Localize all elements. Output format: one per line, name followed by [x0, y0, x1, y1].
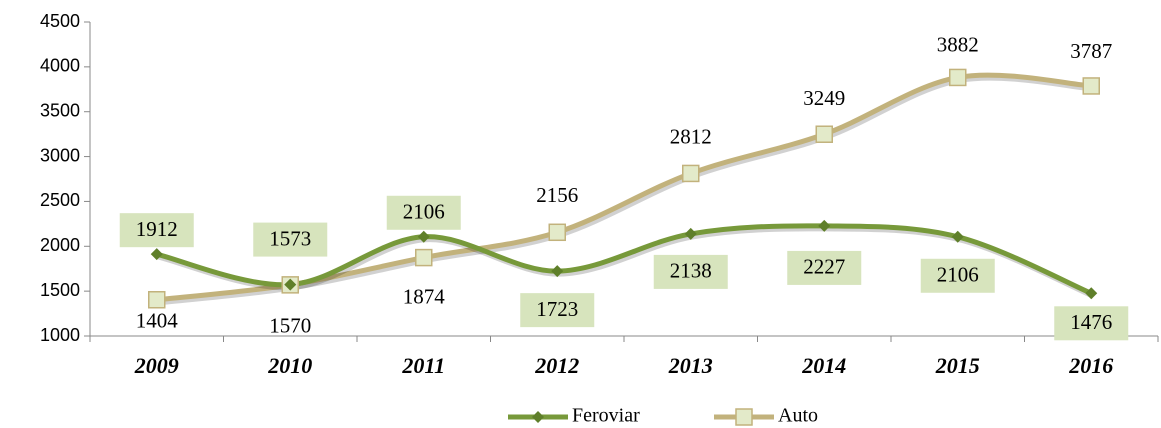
- x-tick-label: 2012: [534, 353, 579, 378]
- point-marker: [815, 125, 833, 143]
- legend-label: Auto: [778, 405, 818, 427]
- data-label: 1723: [536, 297, 578, 321]
- label-box: [520, 293, 595, 328]
- x-tick-label: 2010: [267, 353, 312, 378]
- point-marker: [548, 223, 566, 242]
- data-label: 3787: [1070, 39, 1112, 63]
- x-tick-label: 2011: [401, 353, 445, 378]
- label-box: [1054, 306, 1129, 341]
- data-label: 2106: [403, 200, 445, 224]
- data-label: 2227: [803, 255, 845, 279]
- data-label: 2812: [670, 124, 712, 148]
- point-marker: [1085, 287, 1098, 300]
- y-tick-label: 2500: [40, 190, 80, 210]
- point-marker: [951, 230, 964, 243]
- point-marker: [284, 278, 297, 291]
- data-label: 2156: [536, 183, 578, 207]
- legend-marker: [532, 411, 544, 423]
- series-line: [154, 223, 1094, 296]
- y-tick-label: 3000: [40, 145, 80, 165]
- data-label: 1912: [136, 217, 178, 241]
- y-tick-label: 3500: [40, 100, 80, 120]
- data-label: 3882: [937, 32, 979, 56]
- point-marker: [150, 248, 163, 261]
- series-shadow: [158, 226, 1095, 299]
- data-label: 3249: [803, 86, 845, 110]
- label-box: [653, 254, 728, 289]
- point-marker: [551, 265, 564, 278]
- x-tick-label: 2015: [935, 353, 980, 378]
- data-label: 1573: [269, 226, 311, 250]
- series-shadow: [158, 75, 1094, 306]
- x-tick-label: 2013: [668, 353, 713, 378]
- point-marker: [415, 248, 433, 267]
- legend-label: Feroviar: [572, 405, 640, 427]
- label-box: [920, 258, 995, 293]
- x-tick-label: 2016: [1068, 353, 1113, 378]
- point-marker: [682, 164, 700, 183]
- label-box: [119, 213, 194, 248]
- y-tick-label: 2000: [40, 235, 80, 255]
- data-label: 1570: [269, 314, 311, 338]
- data-label: 1476: [1070, 310, 1112, 334]
- point-marker: [148, 291, 166, 309]
- y-tick-label: 4500: [40, 11, 80, 31]
- label-box: [787, 250, 862, 285]
- data-label: 1404: [136, 309, 179, 333]
- point-marker: [417, 230, 430, 243]
- x-tick-label: 2009: [134, 353, 179, 378]
- point-marker: [949, 68, 967, 87]
- data-label: 2106: [937, 263, 979, 287]
- y-tick-label: 1000: [40, 325, 80, 345]
- y-tick-label: 4000: [40, 56, 80, 76]
- legend-marker: [735, 408, 753, 426]
- data-label: 1874: [403, 284, 446, 308]
- label-box: [253, 222, 328, 257]
- y-tick-label: 1500: [40, 280, 80, 300]
- x-tick-label: 2014: [801, 353, 846, 378]
- label-box: [386, 195, 461, 230]
- point-marker: [818, 219, 831, 232]
- data-label: 2138: [670, 259, 712, 283]
- point-marker: [684, 227, 697, 240]
- point-marker: [1082, 77, 1100, 95]
